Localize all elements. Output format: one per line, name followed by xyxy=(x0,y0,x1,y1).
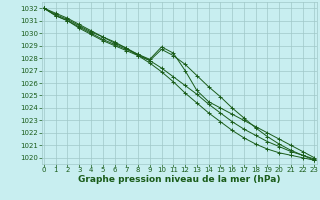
X-axis label: Graphe pression niveau de la mer (hPa): Graphe pression niveau de la mer (hPa) xyxy=(78,175,280,184)
